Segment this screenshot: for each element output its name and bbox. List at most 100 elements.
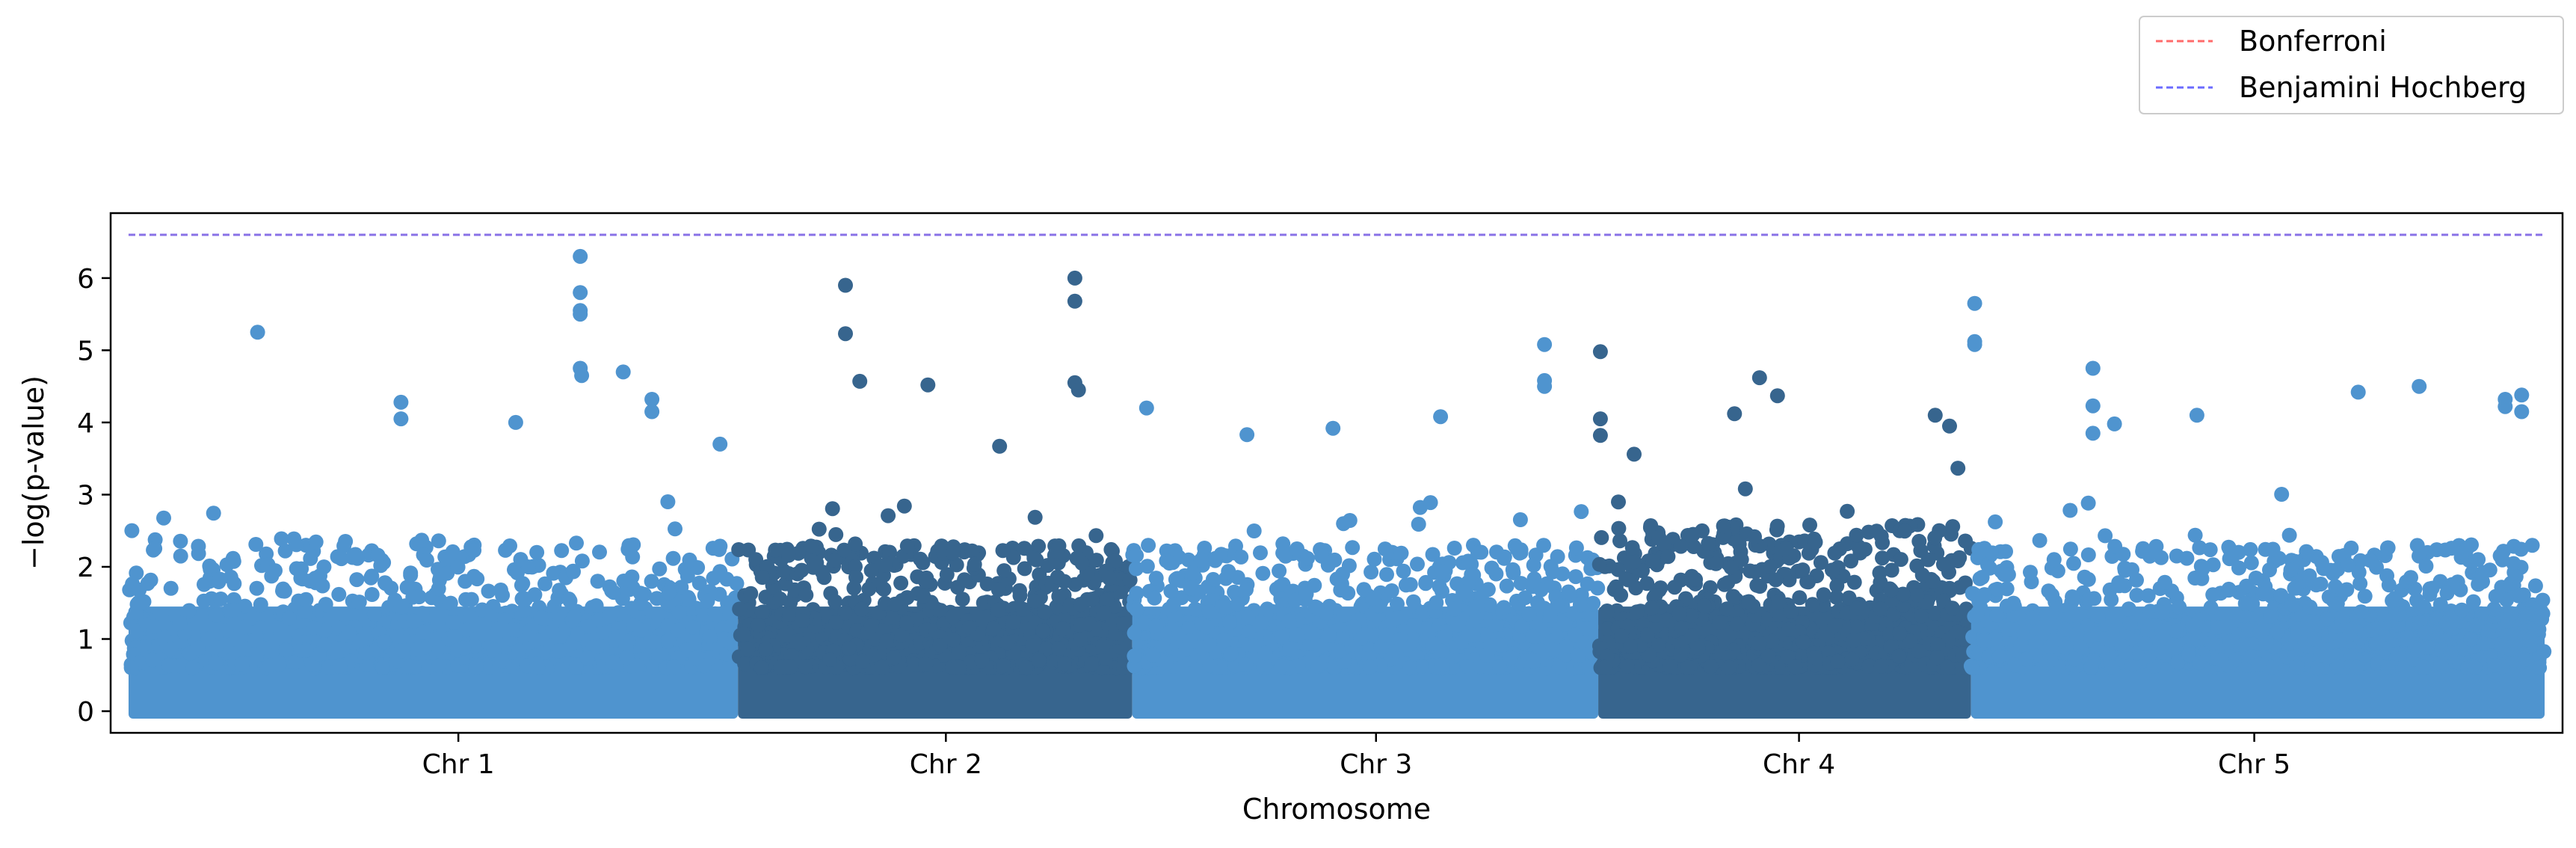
data-point: [2306, 631, 2322, 647]
data-point: [1725, 589, 1741, 604]
data-point: [2117, 645, 2133, 660]
data-point: [378, 576, 393, 592]
data-point: [1648, 588, 1663, 603]
data-point: [2319, 649, 2335, 665]
data-point: [1398, 577, 1414, 593]
data-point: [782, 606, 798, 622]
data-point: [2508, 569, 2524, 585]
data-point: [163, 580, 179, 596]
data-point: [1846, 574, 1862, 590]
data-point: [1129, 602, 1144, 618]
data-point: [1292, 612, 1308, 628]
data-point: [1913, 608, 1929, 624]
data-point: [494, 653, 510, 669]
data-point: [446, 615, 461, 630]
data-point: [306, 620, 321, 636]
data-point: [1322, 627, 1337, 643]
data-point: [2270, 624, 2285, 639]
data-point: [754, 660, 769, 675]
data-point: [861, 581, 877, 597]
data-point: [946, 632, 961, 648]
data-point: [1435, 657, 1450, 672]
data-point: [1346, 618, 1362, 634]
data-point: [348, 547, 363, 562]
data-point: [2403, 570, 2418, 586]
data-point: [2535, 592, 2551, 608]
data-point: [1108, 553, 1123, 569]
data-point: [2290, 621, 2305, 636]
data-point: [1099, 592, 1115, 608]
data-point: [951, 644, 967, 660]
data-point: [1849, 527, 1864, 543]
data-point: [1873, 601, 1888, 617]
data-point: [2140, 588, 2156, 603]
data-point: [2494, 638, 2509, 654]
data-point: [1850, 538, 1866, 554]
data-point: [208, 607, 224, 623]
data-point: [1722, 660, 1737, 675]
data-point: [1509, 541, 1525, 557]
data-point: [881, 508, 896, 523]
data-point: [2116, 547, 2131, 562]
data-point: [2073, 639, 2089, 655]
data-point: [249, 580, 265, 596]
data-point: [1233, 549, 1249, 565]
data-point-peak: [644, 392, 660, 407]
data-point: [1253, 545, 1268, 561]
data-point: [1015, 601, 1031, 617]
data-point: [1808, 535, 1823, 550]
data-point: [1201, 637, 1217, 653]
data-point: [1778, 541, 1793, 556]
data-point: [1673, 620, 1689, 636]
data-point: [986, 620, 1002, 636]
data-point: [1597, 660, 1612, 675]
data-point: [1764, 633, 1780, 649]
data-point: [1435, 564, 1450, 580]
data-point: [1619, 658, 1635, 674]
data-point: [202, 558, 218, 574]
data-point: [2237, 596, 2253, 611]
data-point: [1492, 660, 1508, 675]
data-point: [957, 572, 973, 588]
data-point: [431, 581, 446, 597]
data-point: [990, 602, 1006, 618]
data-point: [2439, 586, 2455, 601]
data-point: [1974, 570, 1990, 585]
data-point: [219, 557, 235, 573]
data-point: [2335, 609, 2350, 624]
data-point: [794, 562, 810, 578]
data-point: [2418, 625, 2433, 640]
data-point: [1307, 577, 1322, 593]
data-point-peak: [508, 414, 523, 430]
data-point: [2023, 565, 2038, 580]
data-point: [191, 640, 206, 656]
data-point: [792, 636, 807, 651]
data-point: [1716, 518, 1731, 534]
data-point: [2252, 624, 2268, 639]
data-point-peak: [1592, 344, 1608, 360]
data-point: [1623, 639, 1638, 654]
data-point: [2506, 556, 2521, 571]
data-point: [1201, 604, 1217, 619]
data-point: [2025, 610, 2041, 626]
data-point: [2281, 527, 2297, 543]
data-point: [1568, 627, 1583, 643]
data-point: [1193, 553, 1209, 568]
data-point: [1579, 621, 1594, 636]
data-point: [2221, 581, 2237, 597]
data-point: [2234, 637, 2250, 653]
data-point: [1390, 596, 1405, 612]
data-point: [1057, 656, 1072, 672]
data-point: [1341, 558, 1357, 574]
data-point: [486, 642, 502, 658]
data-point: [1073, 632, 1088, 648]
data-point: [1367, 628, 1383, 643]
data-point: [1101, 571, 1117, 586]
data-point: [2465, 565, 2480, 580]
data-point-peak: [2498, 399, 2513, 414]
data-point: [1391, 632, 1407, 648]
data-point: [1223, 646, 1239, 662]
data-point: [783, 648, 799, 663]
data-point: [1843, 553, 1858, 569]
